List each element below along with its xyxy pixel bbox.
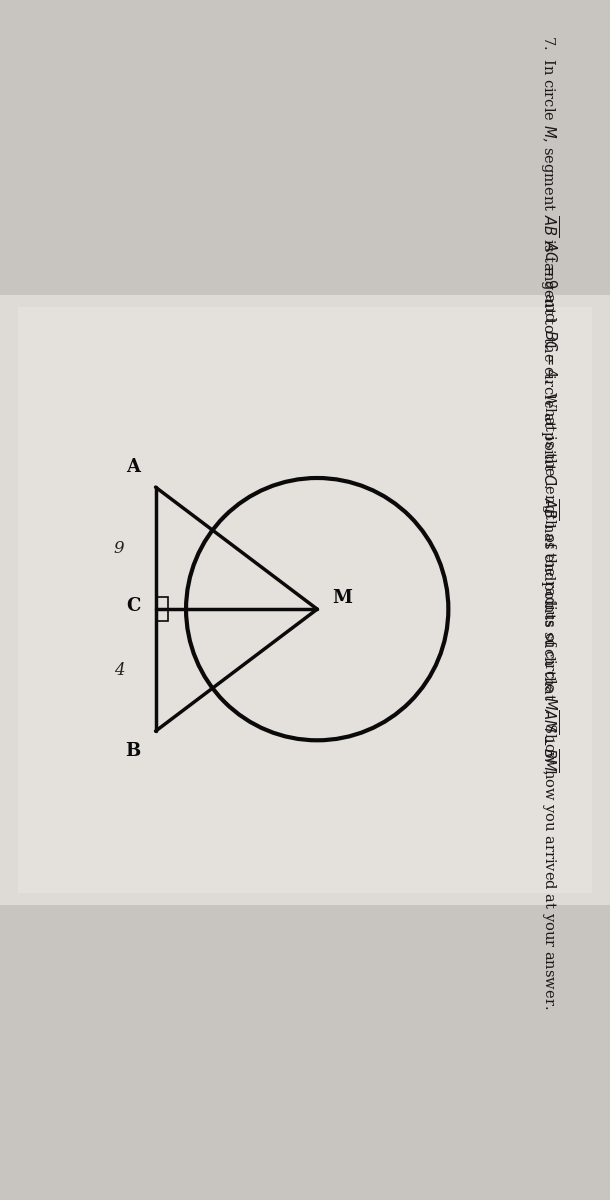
Bar (156, 610, 168, 622)
Text: A: A (126, 458, 140, 476)
Text: M: M (332, 589, 353, 607)
Text: 7.  In circle $M$, segment $\overline{AB}$ is tangent to the circle at point $C$: 7. In circle $M$, segment $\overline{AB}… (537, 35, 561, 775)
Text: 9: 9 (113, 540, 124, 557)
Text: 4: 4 (113, 661, 124, 679)
Text: $AC = 9$ and  $BC = 4$.  What is the length of the radius of circle $M$.  Show h: $AC = 9$ and $BC = 4$. What is the lengt… (539, 240, 559, 1009)
Text: C: C (126, 598, 140, 616)
Bar (156, 596, 168, 610)
Text: B: B (125, 742, 140, 760)
